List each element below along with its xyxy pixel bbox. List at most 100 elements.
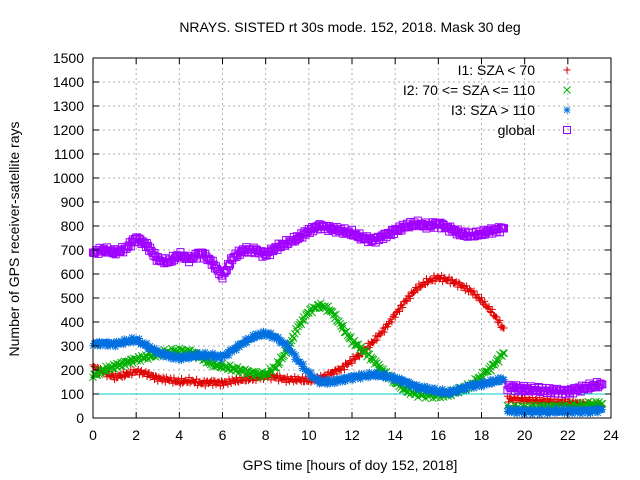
data-point [119, 368, 127, 376]
data-point [473, 290, 481, 298]
marker-stroke [99, 366, 108, 375]
data-point [289, 334, 298, 343]
marker-stroke [324, 302, 333, 310]
data-point [291, 373, 299, 381]
marker-stroke [278, 354, 286, 363]
marker-stroke [375, 360, 383, 369]
marker-stroke [275, 358, 284, 367]
marker-stroke [339, 321, 348, 330]
data-point [525, 395, 533, 403]
data-point [377, 329, 385, 337]
data-point [467, 286, 475, 294]
marker-stroke [289, 334, 298, 343]
data-point [170, 374, 178, 382]
data-point [280, 374, 288, 382]
data-point [331, 310, 340, 319]
marker-stroke [293, 327, 301, 336]
marker-stroke [328, 308, 337, 316]
marker-stroke [335, 317, 343, 326]
data-point [112, 370, 120, 378]
marker-stroke [331, 310, 340, 319]
data-point [399, 304, 407, 312]
marker-stroke [329, 311, 338, 319]
data-point [117, 372, 125, 380]
data-point [485, 303, 493, 311]
data-point [496, 316, 504, 324]
marker-stroke [350, 336, 359, 345]
data-point [354, 352, 362, 360]
data-point [384, 323, 392, 331]
data-point [99, 366, 108, 375]
data-point [373, 336, 381, 344]
data-point [143, 372, 151, 380]
data-point [194, 381, 202, 389]
marker-stroke [125, 359, 134, 368]
marker-stroke [129, 359, 137, 368]
marker-stroke [122, 357, 131, 366]
data-point [455, 278, 463, 286]
data-point [402, 296, 410, 304]
data-point [488, 305, 496, 313]
data-point [344, 361, 352, 369]
marker-stroke [337, 322, 346, 331]
data-point [247, 368, 256, 376]
data-point [439, 278, 447, 286]
data-layer [89, 216, 607, 419]
data-point [478, 294, 485, 302]
marker-stroke [252, 369, 260, 378]
marker-stroke [336, 319, 344, 328]
marker-stroke [262, 369, 271, 378]
marker-stroke [355, 346, 364, 354]
data-point [395, 308, 403, 316]
data-point [278, 354, 286, 363]
marker-stroke [398, 385, 407, 394]
data-point [500, 376, 508, 384]
data-point [298, 373, 306, 381]
marker-stroke [300, 316, 309, 325]
marker-stroke [93, 371, 102, 380]
data-point [262, 369, 271, 378]
data-point [209, 381, 217, 389]
data-point [388, 318, 396, 326]
marker-stroke [98, 367, 107, 375]
y-axis-label: Number of GPS receiver-satellite rays [6, 122, 22, 357]
data-point [481, 297, 489, 305]
marker-stroke [103, 367, 111, 376]
marker-stroke [357, 342, 366, 351]
data-point [212, 361, 220, 370]
data-point [493, 313, 501, 321]
marker-stroke [316, 299, 325, 308]
data-point [152, 372, 160, 380]
data-point [380, 328, 388, 336]
data-point [299, 360, 307, 368]
data-point [470, 287, 478, 295]
data-point [103, 367, 111, 376]
marker-stroke [295, 320, 303, 329]
data-point [385, 319, 393, 327]
marker-stroke [319, 303, 327, 312]
data-point [413, 285, 421, 293]
marker-stroke [342, 327, 351, 336]
data-point [398, 385, 407, 394]
data-point [394, 306, 402, 314]
marker-stroke [247, 368, 256, 376]
marker-stroke [248, 367, 257, 376]
data-point [295, 320, 303, 329]
data-point [125, 359, 134, 368]
marker-stroke [214, 362, 223, 370]
data-point [210, 377, 218, 385]
data-point [340, 365, 348, 373]
data-point [293, 327, 301, 336]
marker-stroke [272, 364, 281, 372]
data-point [500, 324, 508, 332]
marker-stroke [361, 347, 369, 356]
data-point [361, 347, 369, 356]
data-point [348, 359, 356, 367]
marker-stroke [347, 332, 355, 341]
data-point [328, 308, 337, 316]
data-point [217, 377, 225, 385]
data-point [370, 338, 378, 346]
data-point [129, 359, 137, 368]
chart-title: NRAYS. SISTED rt 30s mode. 152, 2018. Ma… [179, 19, 520, 35]
